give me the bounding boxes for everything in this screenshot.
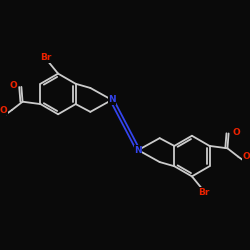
Text: N: N [134,146,142,154]
Text: O: O [242,152,250,161]
Text: N: N [108,96,116,104]
Text: Br: Br [198,188,209,197]
Text: O: O [0,106,8,114]
Text: O: O [9,81,17,90]
Text: Br: Br [40,53,52,62]
Text: O: O [233,128,241,137]
